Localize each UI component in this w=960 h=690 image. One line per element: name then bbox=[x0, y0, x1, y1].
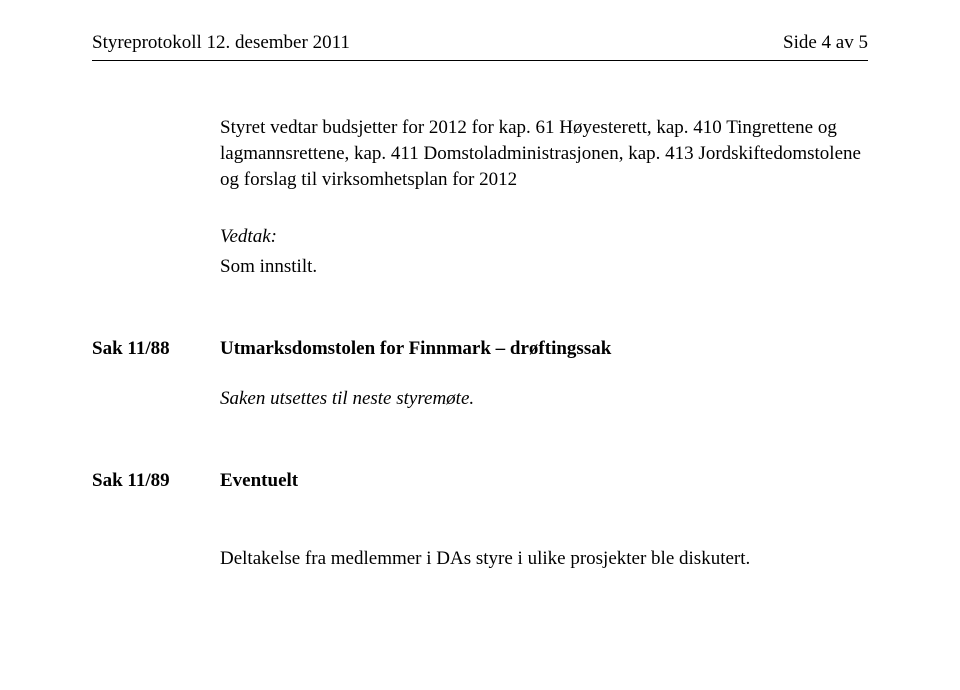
sak-11-88-body: Saken utsettes til neste styremøte. bbox=[92, 388, 868, 410]
intro-block: Styret vedtar budsjetter for 2012 for ka… bbox=[92, 115, 868, 278]
sak-11-89-line: Deltakelse fra medlemmer i DAs styre i u… bbox=[220, 548, 868, 570]
sak-11-88-line: Saken utsettes til neste styremøte. bbox=[220, 388, 868, 410]
header-divider bbox=[92, 60, 868, 61]
header-right: Side 4 av 5 bbox=[783, 32, 868, 54]
sak-11-89-title: Eventuelt bbox=[220, 470, 298, 492]
vedtak-text: Som innstilt. bbox=[220, 256, 868, 278]
intro-paragraph: Styret vedtar budsjetter for 2012 for ka… bbox=[220, 115, 868, 194]
vedtak-label: Vedtak: bbox=[220, 226, 868, 248]
sak-11-89-label: Sak 11/89 bbox=[92, 470, 220, 492]
sak-11-88-label: Sak 11/88 bbox=[92, 338, 220, 360]
sak-11-88-title: Utmarksdomstolen for Finnmark – drøfting… bbox=[220, 338, 611, 360]
sak-11-88-row: Sak 11/88 Utmarksdomstolen for Finnmark … bbox=[92, 338, 868, 360]
sak-11-89-body: Deltakelse fra medlemmer i DAs styre i u… bbox=[92, 548, 868, 570]
header-left: Styreprotokoll 12. desember 2011 bbox=[92, 32, 350, 54]
sak-11-89-row: Sak 11/89 Eventuelt bbox=[92, 470, 868, 492]
